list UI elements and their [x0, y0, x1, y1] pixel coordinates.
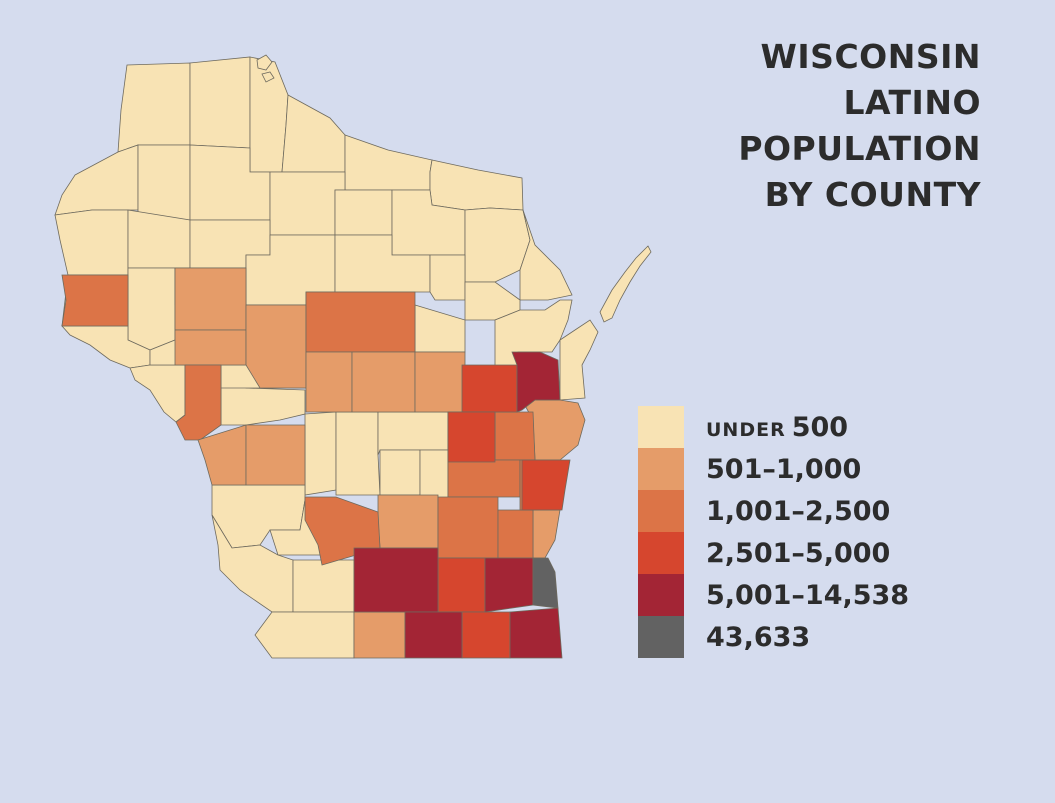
county-66	[447, 411, 496, 463]
county-72	[484, 557, 534, 613]
legend-row-2501-5000: 2,501–5,000	[638, 532, 909, 574]
county-65	[461, 364, 518, 413]
county-46	[245, 304, 307, 389]
legend-label-2: 501–1,000	[706, 453, 862, 485]
county-73	[404, 611, 463, 659]
county-75	[532, 557, 559, 609]
county-30	[304, 411, 337, 496]
county-29	[559, 319, 599, 401]
county-50	[414, 351, 466, 413]
county-38	[292, 559, 355, 613]
county-14	[519, 209, 573, 301]
legend-swatch-6	[638, 616, 684, 658]
apostle-island-small	[261, 71, 275, 83]
county-15	[54, 209, 129, 276]
legend-swatch-2	[638, 448, 684, 490]
county-43	[61, 274, 129, 327]
county-52	[197, 424, 247, 486]
county-70	[511, 351, 561, 413]
county-5	[344, 134, 433, 191]
county-33	[379, 449, 421, 496]
county-27	[414, 304, 466, 353]
county-32	[377, 411, 449, 456]
county-layer	[54, 56, 599, 659]
legend-label-6: 43,633	[706, 621, 811, 653]
county-25	[129, 364, 186, 423]
county-71	[353, 547, 439, 613]
county-39	[254, 611, 355, 659]
county-68	[437, 557, 486, 613]
door-islands	[599, 245, 652, 323]
county-47	[305, 291, 416, 353]
legend-swatch-1	[638, 406, 684, 448]
county-6	[429, 159, 524, 211]
county-67	[521, 459, 571, 511]
county-2	[189, 56, 251, 149]
county-31	[335, 411, 381, 496]
legend-row-5001-14538: 5,001–14,538	[638, 574, 909, 616]
county-45	[174, 329, 247, 366]
county-20	[429, 254, 466, 301]
legend-row-501-1000: 501–1,000	[638, 448, 909, 490]
title-line-2: LATINO	[843, 83, 981, 122]
title-line-1: WISCONSIN	[760, 37, 981, 76]
legend-row-43633: 43,633	[638, 616, 909, 658]
legend-prefix-under: UNDER	[706, 418, 786, 441]
legend-swatch-5	[638, 574, 684, 616]
county-58	[447, 459, 521, 498]
county-54	[377, 494, 439, 549]
county-51	[175, 364, 222, 441]
legend-label-5: 5,001–14,538	[706, 579, 910, 611]
county-48	[305, 351, 353, 413]
legend: UNDER 500 501–1,000 1,001–2,500 2,501–5,0…	[638, 406, 909, 658]
county-8	[137, 144, 191, 221]
county-60	[497, 509, 534, 559]
county-44	[174, 267, 247, 331]
legend-swatch-4	[638, 532, 684, 574]
map-title: WISCONSIN LATINO POPULATION BY COUNTY	[738, 34, 981, 218]
county-59	[437, 496, 499, 559]
county-49	[351, 351, 416, 413]
county-34	[419, 449, 449, 499]
legend-swatch-3	[638, 490, 684, 532]
county-69	[461, 611, 511, 659]
county-56	[494, 411, 536, 461]
county-16	[127, 209, 191, 269]
county-57	[532, 509, 561, 559]
title-line-3: POPULATION	[738, 129, 981, 168]
shoreline-details	[256, 54, 652, 323]
county-74	[509, 607, 563, 659]
legend-value-1: 500	[791, 411, 849, 443]
county-1	[117, 62, 191, 153]
apostle-island	[256, 54, 273, 71]
title-line-4: BY COUNTY	[764, 175, 981, 214]
county-7	[54, 144, 139, 216]
county-4	[281, 94, 346, 173]
legend-row-1001-2500: 1,001–2,500	[638, 490, 909, 532]
county-22	[127, 267, 176, 351]
county-10	[269, 171, 346, 236]
county-64	[353, 611, 406, 659]
legend-row-under-500: UNDER 500	[638, 406, 909, 448]
legend-label-1: UNDER 500	[706, 412, 848, 443]
legend-label-3: 1,001–2,500	[706, 495, 891, 527]
county-11	[334, 189, 393, 236]
county-53	[245, 424, 306, 486]
legend-label-4: 2,501–5,000	[706, 537, 891, 569]
